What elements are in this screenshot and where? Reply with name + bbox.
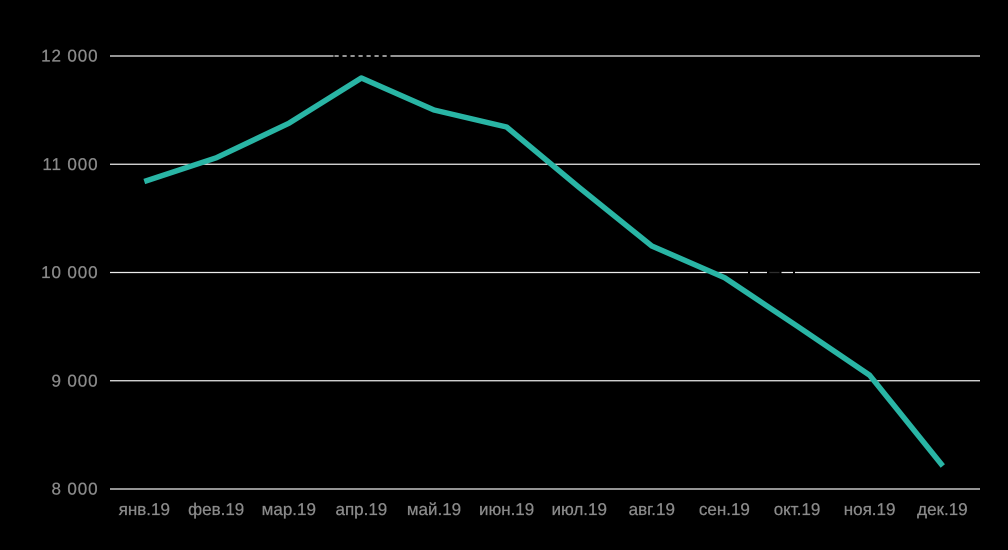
svg-text:11 000: 11 000 <box>42 155 98 174</box>
svg-text:окт.19: окт.19 <box>774 500 821 519</box>
svg-text:апр.19: апр.19 <box>336 500 388 519</box>
svg-text:июл.19: июл.19 <box>551 500 606 519</box>
svg-text:июн.19: июн.19 <box>479 500 534 519</box>
svg-text:10 000: 10 000 <box>41 263 98 282</box>
svg-text:8 000: 8 000 <box>51 480 98 499</box>
svg-text:ноя.19: ноя.19 <box>844 500 896 519</box>
svg-text:сен.19: сен.19 <box>699 500 750 519</box>
svg-text:авг.19: авг.19 <box>629 500 675 519</box>
svg-text:янв.19: янв.19 <box>119 500 170 519</box>
svg-text:мар.19: мар.19 <box>262 500 316 519</box>
svg-text:май.19: май.19 <box>407 500 461 519</box>
svg-text:12 000: 12 000 <box>41 47 98 66</box>
svg-text:фев.19: фев.19 <box>188 500 244 519</box>
svg-text:9 000: 9 000 <box>51 371 98 390</box>
svg-text:дек.19: дек.19 <box>917 500 967 519</box>
